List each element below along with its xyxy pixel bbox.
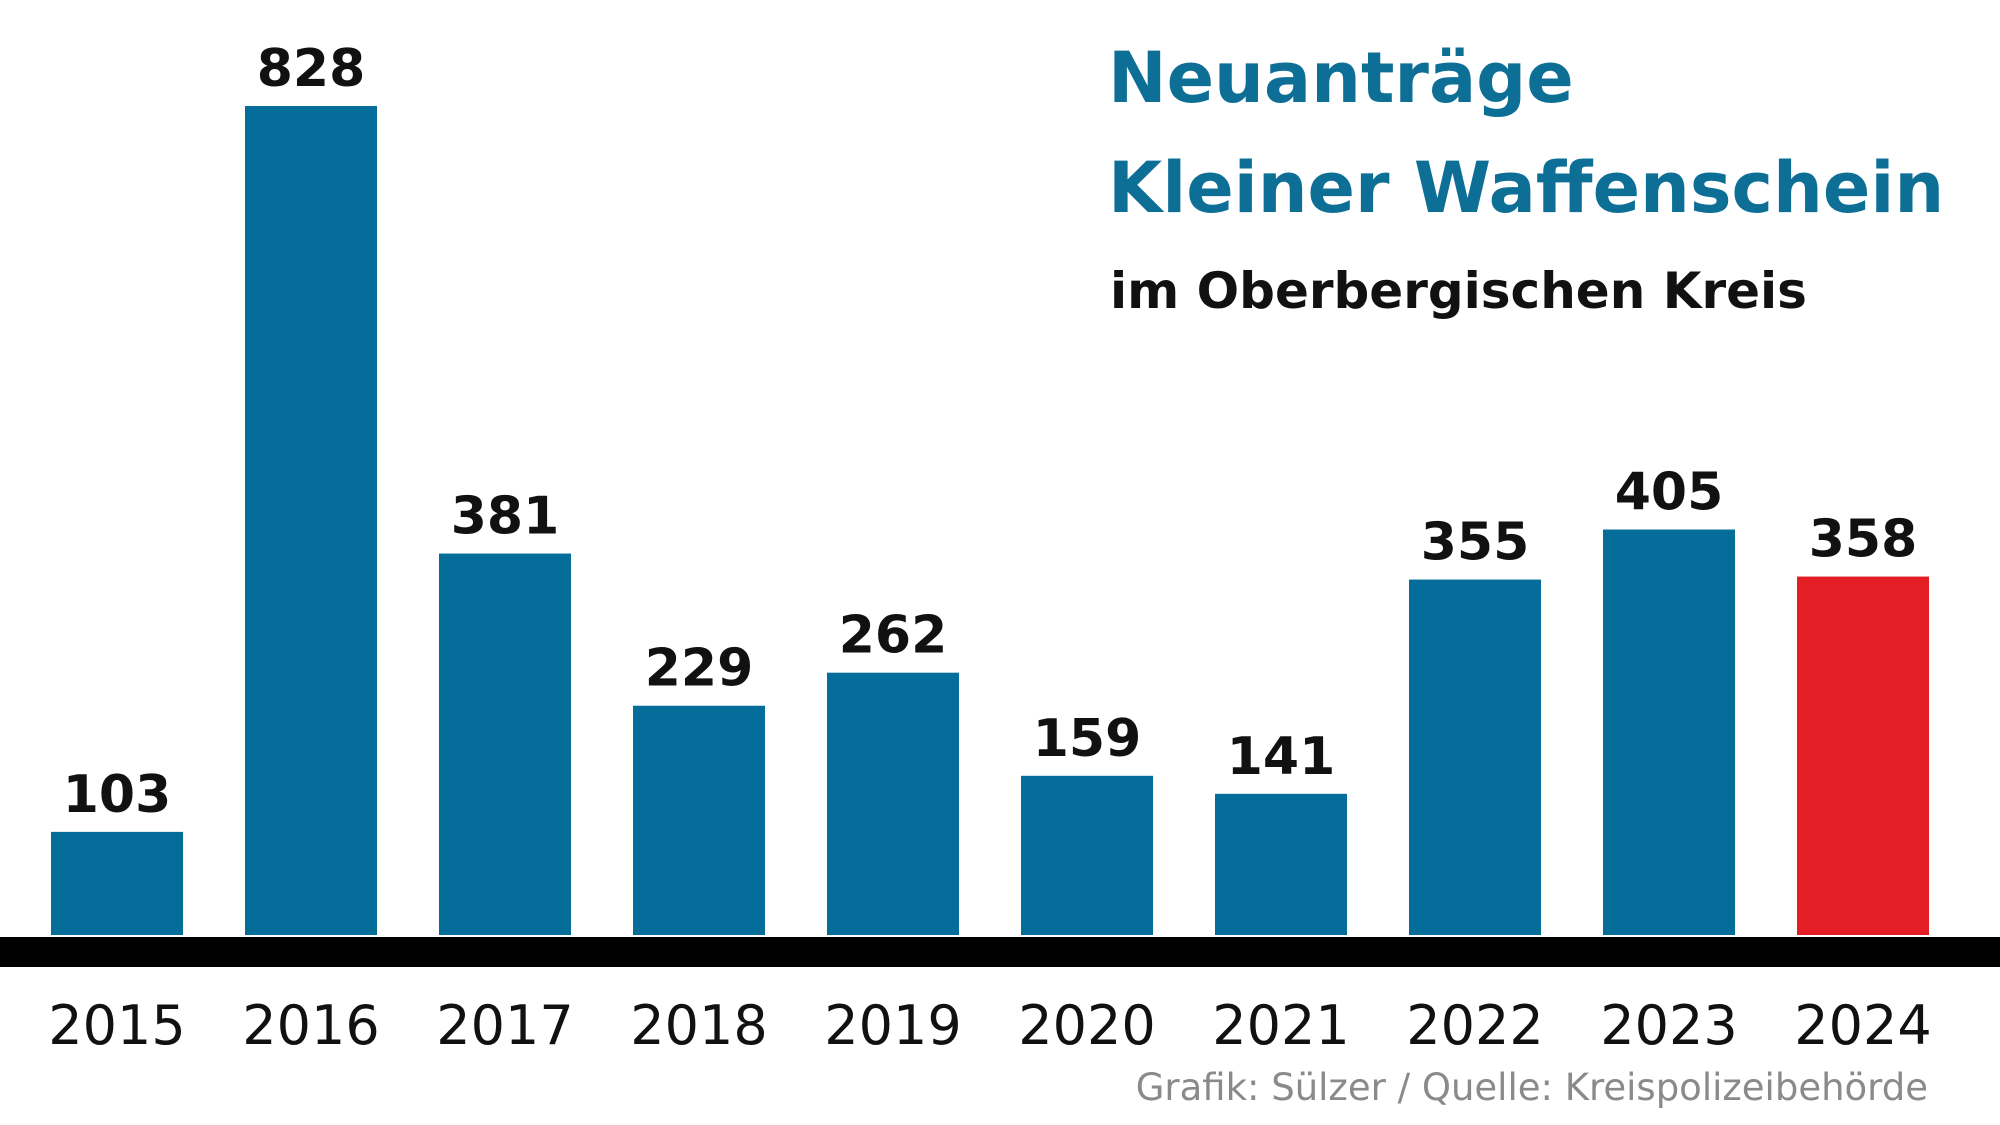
chart-title: Neuanträge xyxy=(1108,37,1574,119)
x-tick-label: 2019 xyxy=(824,994,961,1057)
value-label: 159 xyxy=(1033,709,1142,769)
value-label: 262 xyxy=(839,606,948,666)
bar xyxy=(1603,529,1735,935)
bar xyxy=(1215,793,1347,935)
value-label: 103 xyxy=(63,765,172,825)
bar xyxy=(439,553,571,935)
value-label: 141 xyxy=(1227,727,1336,787)
bar xyxy=(827,672,959,935)
value-label: 358 xyxy=(1809,510,1918,570)
value-label: 828 xyxy=(257,39,366,99)
bar xyxy=(633,705,765,935)
x-tick-label: 2016 xyxy=(242,994,379,1057)
value-label: 229 xyxy=(645,639,754,699)
value-label: 405 xyxy=(1615,463,1724,523)
bar xyxy=(1797,576,1929,935)
x-tick-label: 2024 xyxy=(1794,994,1931,1057)
chart-title: Kleiner Waffenschein xyxy=(1108,147,1944,229)
x-tick-label: 2017 xyxy=(436,994,573,1057)
x-tick-label: 2015 xyxy=(48,994,185,1057)
baseline xyxy=(0,937,2000,967)
x-tick-label: 2022 xyxy=(1406,994,1543,1057)
x-tick-label: 2018 xyxy=(630,994,767,1057)
bar xyxy=(51,831,183,935)
bar xyxy=(245,106,377,935)
chart-subtitle: im Oberbergischen Kreis xyxy=(1110,262,1807,320)
bar xyxy=(1409,579,1541,935)
source-note: Grafik: Sülzer / Quelle: Kreispolizeibeh… xyxy=(1136,1066,1928,1109)
value-label: 381 xyxy=(451,487,560,547)
x-tick-label: 2021 xyxy=(1212,994,1349,1057)
x-tick-label: 2020 xyxy=(1018,994,1155,1057)
value-label: 355 xyxy=(1421,513,1530,573)
x-tick-label: 2023 xyxy=(1600,994,1737,1057)
bar xyxy=(1021,775,1153,935)
